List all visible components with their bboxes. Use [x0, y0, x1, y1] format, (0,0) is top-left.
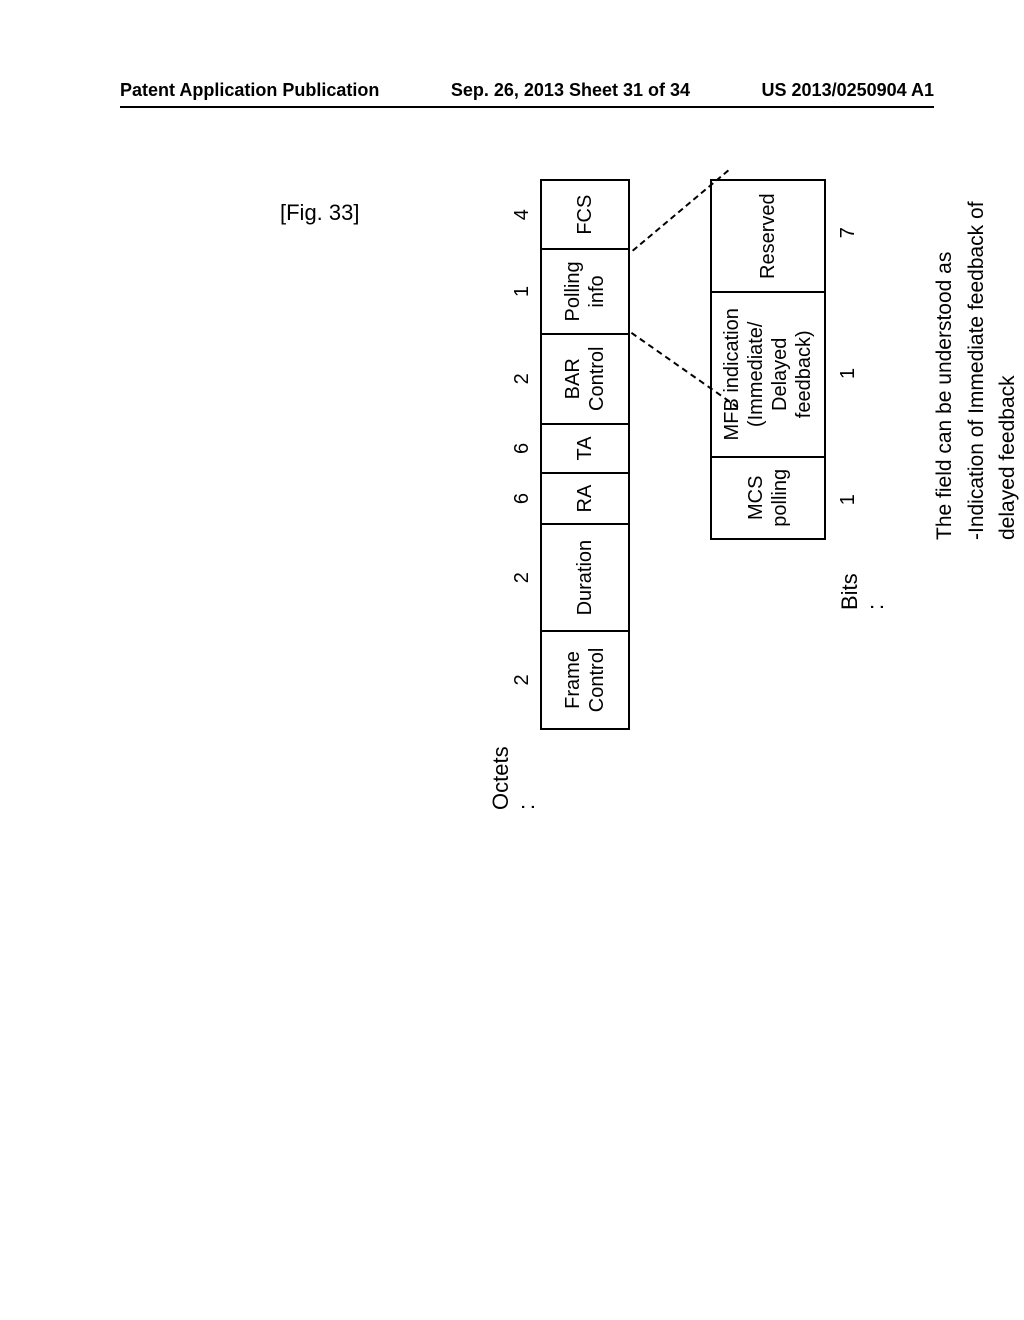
- bits-cell: 7: [837, 179, 889, 286]
- octets-label: Octets :: [488, 740, 540, 810]
- bits-label: Bits :: [837, 563, 889, 610]
- sub-fields-row: MCSpolling MFB indication(Immediate/Dela…: [711, 180, 825, 539]
- sub-cell: MFB indication(Immediate/Delayed feedbac…: [711, 292, 825, 457]
- field-cell: TA: [541, 424, 629, 474]
- sub-cell: MCSpolling: [711, 457, 825, 539]
- bits-row: Bits : 1 1 7: [837, 179, 889, 540]
- page-header: Patent Application Publication Sep. 26, …: [120, 80, 934, 108]
- top-table: 2 2 6 6 2 1 4 FrameControl Duration RA T…: [500, 179, 630, 729]
- size-cell: 6: [500, 424, 541, 474]
- note-line: The field can be understood as: [929, 179, 961, 540]
- size-cell: 4: [500, 180, 541, 249]
- header-right: US 2013/0250904 A1: [762, 80, 934, 101]
- field-cell: Pollinginfo: [541, 249, 629, 334]
- figure-label: [Fig. 33]: [280, 200, 359, 226]
- field-cell: Duration: [541, 524, 629, 631]
- size-cell: 2: [500, 631, 541, 728]
- note-line: -Indication of Immediate feedback of del…: [961, 179, 1024, 540]
- field-cell: FrameControl: [541, 631, 629, 728]
- size-cell: 2: [500, 334, 541, 424]
- field-cell: RA: [541, 473, 629, 524]
- bits-cell: 1: [837, 286, 889, 461]
- top-sizes-row: 2 2 6 6 2 1 4: [500, 180, 541, 728]
- bits-cell: 1: [837, 461, 889, 539]
- sub-block: MCSpolling MFB indication(Immediate/Dela…: [710, 179, 889, 540]
- sub-table: MCSpolling MFB indication(Immediate/Dela…: [710, 179, 826, 540]
- diagram: Octets : 2 2 6 6 2 1 4 FrameControl Dura…: [500, 179, 1024, 810]
- sub-cell: Reserved: [711, 180, 825, 292]
- size-cell: 6: [500, 473, 541, 524]
- field-cell: BARControl: [541, 334, 629, 424]
- top-fields-row: FrameControl Duration RA TA BARControl P…: [541, 180, 629, 728]
- header-center: Sep. 26, 2013 Sheet 31 of 34: [451, 80, 690, 101]
- size-cell: 2: [500, 524, 541, 631]
- notes: The field can be understood as -Indicati…: [929, 179, 1024, 540]
- top-frame-row: Octets : 2 2 6 6 2 1 4 FrameControl Dura…: [500, 179, 630, 810]
- field-cell: FCS: [541, 180, 629, 249]
- header-left: Patent Application Publication: [120, 80, 379, 101]
- size-cell: 1: [500, 249, 541, 334]
